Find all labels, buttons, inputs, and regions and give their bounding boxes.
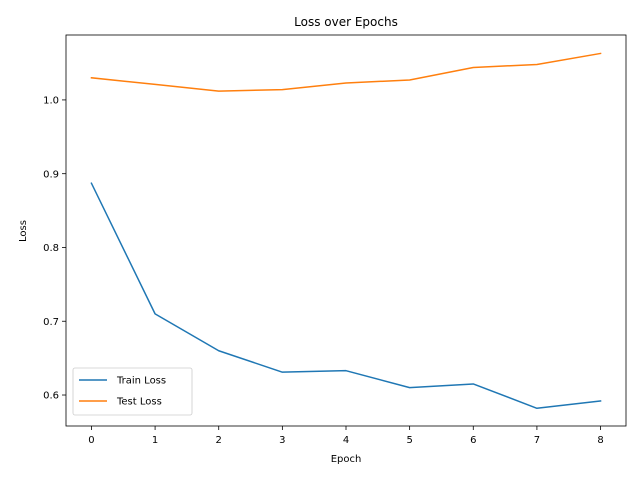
x-tick-label: 6 <box>470 435 476 446</box>
series-layer <box>90 52 602 410</box>
legend-label: Train Loss <box>116 376 166 387</box>
x-axis: 0 1 2 3 4 5 6 7 8 <box>88 426 604 446</box>
y-axis: 0.6 0.7 0.8 0.9 1.0 <box>43 96 66 402</box>
series-line-train-loss <box>90 182 602 410</box>
legend: Train Loss Test Loss <box>72 367 193 416</box>
x-tick-label: 3 <box>279 435 285 446</box>
legend-label: Test Loss <box>116 397 162 408</box>
y-tick-label: 0.7 <box>43 317 59 328</box>
x-tick-label: 5 <box>406 435 412 446</box>
x-tick-label: 7 <box>534 435 540 446</box>
x-tick-label: 0 <box>88 435 94 446</box>
x-tick-label: 4 <box>343 435 349 446</box>
series-line-test-loss <box>90 52 602 92</box>
chart-title: Loss over Epochs <box>294 15 398 29</box>
x-tick-label: 1 <box>152 435 158 446</box>
x-axis-label: Epoch <box>331 454 362 465</box>
x-tick-label: 8 <box>597 435 603 446</box>
y-axis-label: Loss <box>18 220 29 242</box>
y-tick-label: 1.0 <box>43 96 59 107</box>
y-tick-label: 0.6 <box>43 391 59 402</box>
y-tick-label: 0.9 <box>43 169 59 180</box>
y-tick-label: 0.8 <box>43 243 59 254</box>
x-tick-label: 2 <box>216 435 222 446</box>
